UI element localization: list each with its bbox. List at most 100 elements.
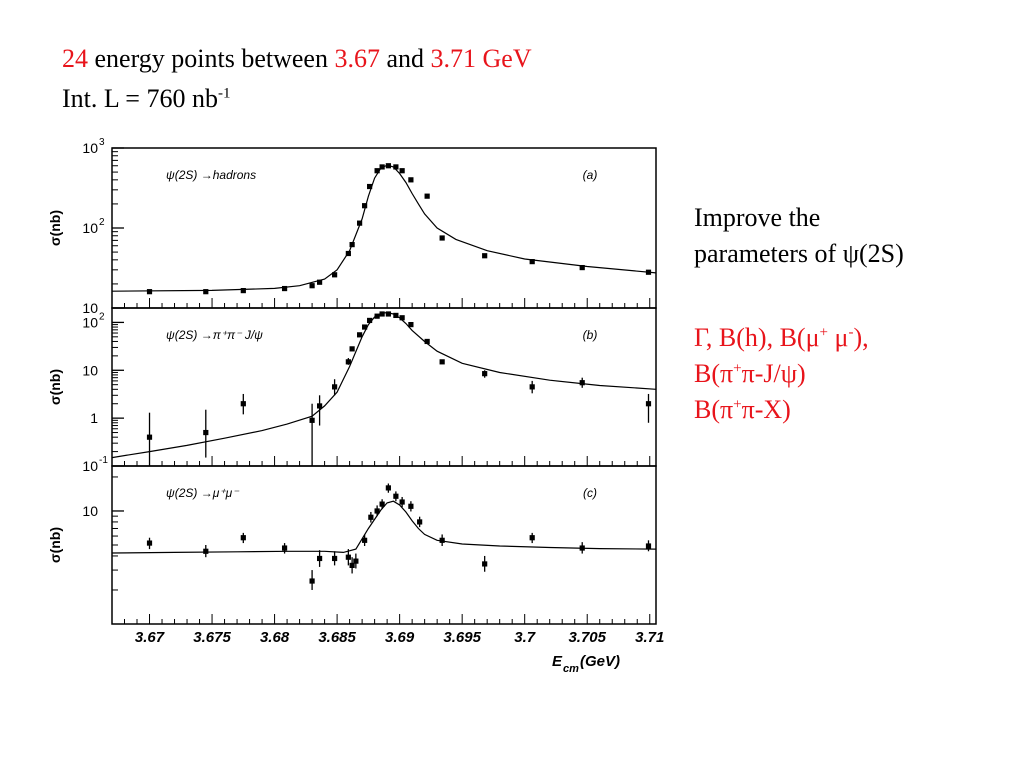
data-point — [332, 555, 338, 562]
param-3a: B(π — [694, 395, 734, 424]
x-tick-label: 3.705 — [568, 629, 606, 646]
header-text-1: energy points between — [88, 44, 335, 73]
y-tick-exponent: -1 — [99, 455, 108, 466]
data-point — [203, 429, 209, 436]
data-point — [379, 311, 385, 317]
process-label: ψ(2S) →μ⁺μ⁻ — [166, 486, 240, 500]
x-tick-label: 3.7 — [514, 629, 536, 646]
param-1c: ), — [853, 323, 869, 352]
data-point — [240, 288, 246, 294]
x-axis-label-unit: (GeV) — [580, 653, 620, 670]
data-point — [345, 554, 351, 560]
param-1b: μ — [827, 323, 849, 352]
y-tick-label: 10 — [82, 220, 98, 236]
data-point — [309, 417, 315, 423]
y-tick-label: 10 — [82, 140, 98, 156]
data-point — [316, 279, 323, 285]
y-tick-label: 10 — [82, 458, 98, 474]
data-point — [424, 338, 430, 345]
x-tick-label: 3.68 — [260, 629, 290, 646]
x-axis-label-sub: cm — [563, 663, 579, 675]
data-point — [309, 283, 315, 289]
energy-low: 3.67 — [334, 44, 380, 73]
x-tick-label: 3.71 — [635, 629, 664, 646]
param-3-sup: + — [733, 396, 742, 413]
data-point — [439, 537, 445, 543]
energy-points-line: 24 energy points between 3.67 and 3.71 G… — [62, 44, 532, 74]
goal-line-2: parameters of ψ(2S) — [694, 239, 904, 268]
panel-c: 10 σ(nb) ψ(2S) →μ⁺μ⁻ (c) — [47, 465, 657, 625]
data-point — [349, 346, 355, 352]
data-point — [349, 242, 355, 248]
param-2a: B(π — [694, 359, 734, 388]
y-tick-label: 10 — [82, 314, 98, 330]
data-point — [408, 321, 414, 328]
data-point — [439, 359, 445, 365]
y-tick-label: 1 — [90, 410, 98, 426]
process-label: ψ(2S) →hadrons — [166, 168, 256, 182]
data-point — [399, 315, 405, 321]
parameter-list: Γ, B(h), B(μ+ μ-), B(π+π-J/ψ) B(π+π-X) — [694, 320, 869, 428]
data-point — [385, 311, 391, 317]
goal-line-1: Improve the — [694, 203, 821, 232]
data-point — [424, 193, 430, 199]
panel-tag: (c) — [583, 486, 597, 500]
y-axis-label: σ(nb) — [47, 527, 63, 563]
y-tick-exponent: 2 — [99, 217, 105, 228]
data-point — [417, 519, 423, 525]
x-tick-label: 3.685 — [318, 629, 356, 646]
y-tick-exponent: 3 — [99, 137, 105, 148]
data-point — [408, 177, 414, 183]
data-point — [345, 359, 351, 365]
param-2-sup: + — [733, 360, 742, 377]
x-tick-label: 3.69 — [385, 629, 415, 646]
data-point — [281, 285, 288, 292]
panel-tag: (a) — [583, 168, 598, 182]
data-point — [146, 289, 153, 295]
data-point — [362, 537, 368, 543]
fit-curve — [111, 164, 657, 292]
y-tick-exponent: 2 — [99, 311, 105, 322]
data-point — [203, 548, 209, 554]
data-point — [529, 259, 535, 265]
param-1-sup1: + — [819, 324, 828, 341]
x-tick-label: 3.675 — [193, 629, 231, 646]
data-point — [645, 401, 652, 407]
data-point — [579, 264, 585, 271]
x-axis-label: E — [552, 653, 563, 670]
panel-tag: (b) — [583, 328, 598, 342]
data-point — [393, 312, 399, 319]
data-point — [579, 380, 585, 386]
data-point — [345, 250, 351, 257]
data-point — [374, 168, 380, 174]
luminosity-line: Int. L = 760 nb-1 — [62, 84, 230, 114]
data-point — [379, 164, 385, 170]
n-points: 24 — [62, 44, 88, 73]
lumi-exponent: -1 — [217, 85, 231, 102]
data-point — [393, 493, 399, 499]
data-point — [385, 163, 391, 169]
data-point — [362, 324, 368, 330]
y-axis-label: σ(nb) — [47, 369, 63, 405]
data-point — [579, 545, 585, 551]
data-point — [203, 289, 209, 295]
y-tick-label: 10 — [82, 503, 98, 519]
param-3b: π-X) — [741, 395, 791, 424]
data-point — [399, 168, 405, 174]
data-point — [482, 561, 488, 567]
data-point — [374, 313, 380, 319]
data-point — [362, 203, 368, 209]
data-point — [357, 220, 363, 226]
param-2b: π-J/ψ) — [741, 359, 806, 388]
data-point — [482, 371, 488, 377]
data-point — [353, 558, 359, 564]
data-point — [439, 235, 445, 241]
y-tick-label: 10 — [82, 300, 98, 316]
param-1a: Γ, B(h), B(μ — [694, 323, 820, 352]
data-point — [240, 535, 246, 541]
data-point — [240, 401, 246, 407]
data-point — [309, 578, 315, 584]
